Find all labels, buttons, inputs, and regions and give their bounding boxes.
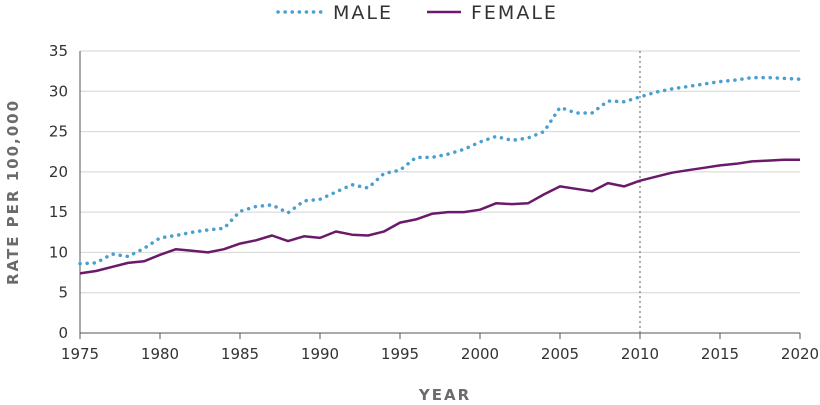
x-tick-label: 1975 [61,345,99,363]
x-tick-label: 2015 [701,345,739,363]
y-axis-title: RATE PER 100,000 [4,99,22,285]
x-tick-labels: 1975 1980 1985 1990 1995 2000 2005 2010 2015 2020 [61,345,819,363]
legend: MALE FEMALE [276,2,558,24]
y-tick-label: 25 [49,123,68,141]
series-line-female [79,158,800,275]
y-tick-label: 35 [49,42,68,60]
y-tick-labels: 0 5 10 15 20 25 30 35 [49,42,68,342]
x-tick-label: 1995 [381,345,419,363]
y-tick-label: 5 [58,284,68,302]
y-tick-label: 15 [49,203,68,221]
legend-label-male: MALE [333,2,393,24]
y-tick-label: 10 [49,243,68,261]
x-tick-label: 2000 [461,345,499,363]
y-tick-label: 20 [49,163,68,181]
y-tick-label: 30 [49,82,68,100]
x-tick-label: 1980 [141,345,179,363]
plot-area [78,51,802,333]
legend-label-female: FEMALE [471,2,558,24]
y-tick-label: 0 [58,324,68,342]
x-tick-label: 1985 [221,345,259,363]
series-line-male [78,75,802,266]
x-axis-title: YEAR [418,386,471,404]
x-tick-label: 2010 [621,345,659,363]
x-tick-label: 2020 [781,345,819,363]
x-tick-label: 1990 [301,345,339,363]
axes [79,51,801,339]
x-tick-label: 2005 [541,345,579,363]
